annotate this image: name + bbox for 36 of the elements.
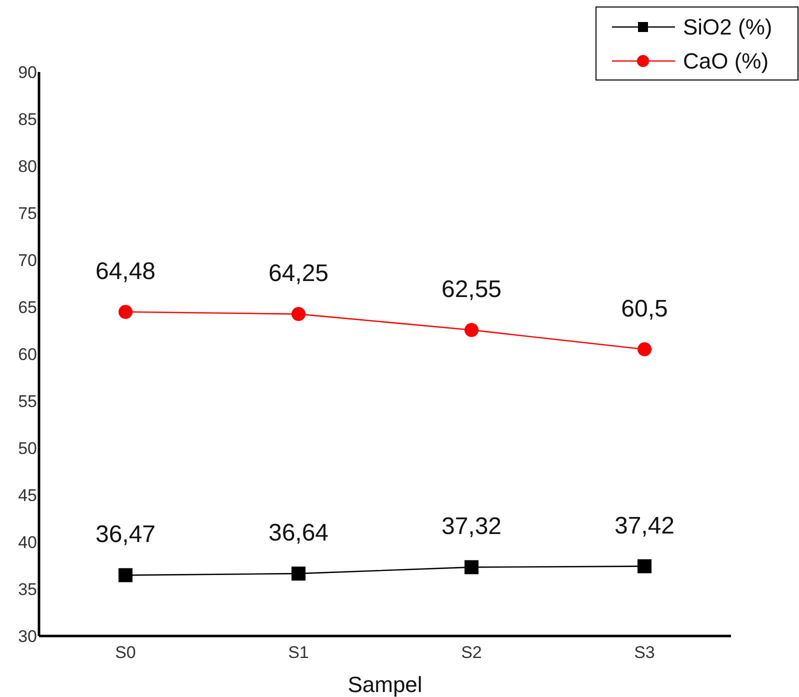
data-label: 62,55	[441, 276, 502, 304]
y-tick-label: 90	[18, 62, 37, 82]
data-label: 36,47	[95, 521, 156, 548]
x-tick-label: S1	[288, 643, 309, 662]
y-tick-label: 80	[18, 156, 37, 176]
x-tick-label: S2	[461, 643, 482, 662]
data-label: 37,42	[614, 512, 675, 540]
y-tick-label: 85	[18, 110, 37, 129]
point	[464, 560, 478, 574]
y-tick-label: 40	[18, 532, 37, 552]
point	[638, 342, 652, 356]
y-tick-label: 60	[18, 344, 37, 364]
point	[292, 566, 306, 581]
y-tick-label: 75	[18, 204, 37, 223]
point	[464, 323, 478, 338]
y-tick-label: 45	[18, 486, 37, 505]
point	[638, 559, 652, 574]
data-label: 36,64	[268, 520, 329, 547]
x-tick-label: S0	[115, 643, 136, 662]
legend-label: SiO2 (%)	[683, 14, 772, 40]
data-label: 64,25	[268, 260, 329, 288]
data-label: 60,5	[621, 295, 668, 322]
point	[118, 304, 132, 319]
x-tick-label: S3	[634, 643, 655, 662]
data-label: 64,48	[95, 258, 156, 285]
point	[292, 307, 306, 322]
y-tick-label: 30	[18, 626, 37, 646]
legend-label: CaO (%)	[683, 48, 769, 74]
y-tick-label: 35	[18, 580, 37, 599]
x-axis-title: Sampel	[348, 672, 422, 697]
data-label: 37,32	[441, 513, 502, 540]
y-tick-label: 50	[18, 438, 37, 458]
y-tick-label: 55	[18, 392, 37, 411]
y-tick-label: 65	[18, 298, 37, 317]
y-tick-label: 70	[18, 250, 37, 270]
point	[118, 568, 132, 582]
